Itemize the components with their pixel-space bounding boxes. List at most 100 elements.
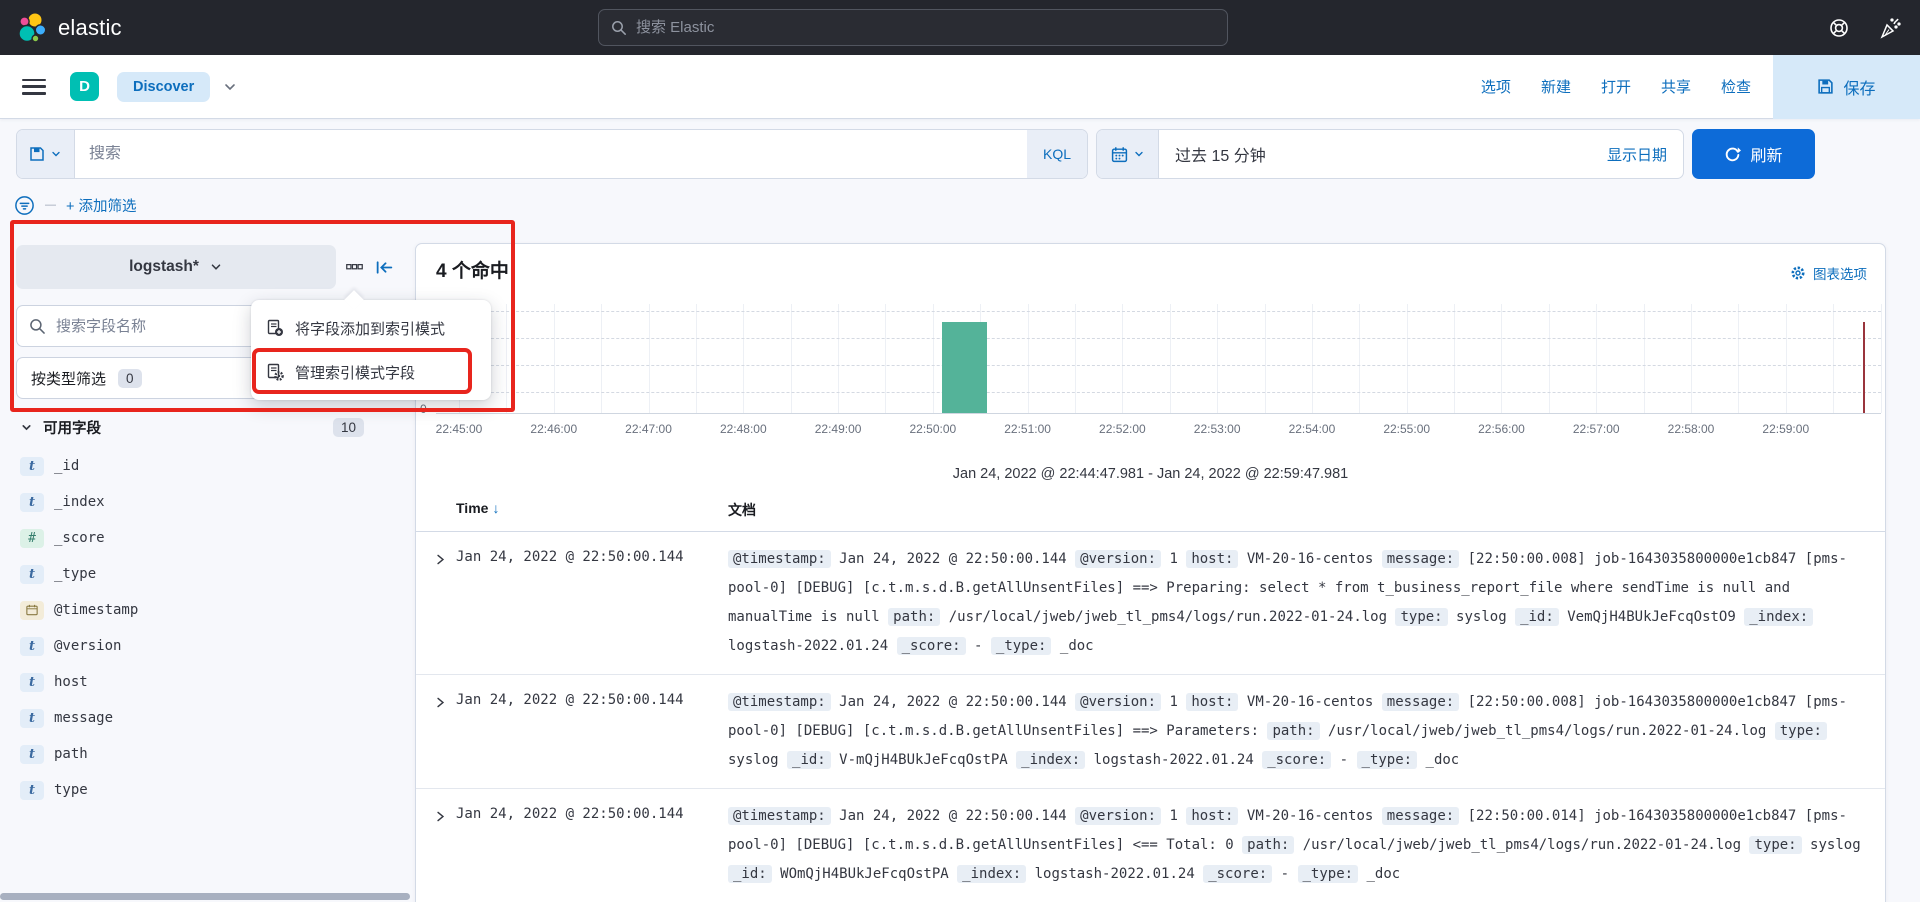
elastic-brand[interactable]: elastic bbox=[0, 11, 122, 44]
global-search-input[interactable] bbox=[636, 19, 1215, 36]
field-name: host bbox=[54, 674, 88, 690]
horizontal-gridline bbox=[436, 365, 1881, 366]
field-item[interactable]: t host bbox=[16, 664, 394, 700]
index-pattern-selector[interactable]: logstash* bbox=[16, 245, 336, 289]
show-dates-button[interactable]: 显示日期 bbox=[1606, 146, 1667, 164]
field-options-icon[interactable] bbox=[346, 263, 363, 271]
row-time: Jan 24, 2022 @ 22:50:00.144 bbox=[456, 806, 684, 822]
vertical-gridline bbox=[1738, 304, 1740, 413]
menu-icon[interactable] bbox=[22, 77, 46, 97]
doc-field-key: _index: bbox=[1016, 751, 1086, 769]
table-header-row: Time ↓ 文档 bbox=[416, 489, 1885, 532]
doc-field-key: @version: bbox=[1075, 693, 1162, 711]
vertical-gridline bbox=[1122, 304, 1124, 413]
field-name: _type bbox=[54, 566, 97, 582]
field-item[interactable]: t message bbox=[16, 700, 394, 736]
time-range-caption: Jan 24, 2022 @ 22:44:47.981 - Jan 24, 20… bbox=[952, 466, 1349, 482]
horizontal-gridline bbox=[436, 311, 1881, 312]
save-label: 保存 bbox=[1843, 80, 1876, 98]
vertical-gridline bbox=[553, 304, 555, 413]
table-row: Jan 24, 2022 @ 22:50:00.144 @timestamp: J… bbox=[416, 532, 1885, 675]
field-type-number-icon: # bbox=[20, 528, 44, 548]
doc-field-key: @version: bbox=[1075, 807, 1162, 825]
refresh-button[interactable]: 刷新 bbox=[1692, 129, 1815, 179]
doc-field-key: path: bbox=[888, 608, 941, 626]
field-item[interactable]: t @version bbox=[16, 628, 394, 664]
field-item[interactable]: t _type bbox=[16, 556, 394, 592]
document-column-header: 文档 bbox=[728, 502, 756, 518]
field-item[interactable]: t _id bbox=[16, 448, 394, 484]
vertical-gridline bbox=[1311, 304, 1313, 413]
breadcrumb[interactable]: Discover bbox=[117, 71, 211, 102]
newsfeed-icon[interactable] bbox=[1878, 16, 1902, 40]
vertical-gridline bbox=[1880, 304, 1882, 413]
field-name: @timestamp bbox=[54, 602, 139, 618]
query-input[interactable] bbox=[89, 145, 1013, 163]
save-button[interactable]: 保存 bbox=[1773, 54, 1920, 119]
vertical-gridline bbox=[601, 304, 603, 413]
help-icon[interactable] bbox=[1828, 17, 1850, 39]
toolbar-link[interactable]: 共享 bbox=[1660, 79, 1691, 96]
toolbar-link[interactable]: 检查 bbox=[1720, 79, 1751, 96]
vertical-gridline bbox=[790, 304, 792, 413]
histogram-bar[interactable] bbox=[941, 322, 987, 413]
documents-table: Time ↓ 文档 Jan 24, 2022 @ 22:50:00.144 @tim… bbox=[416, 489, 1885, 902]
field-name: type bbox=[54, 782, 88, 798]
field-item[interactable]: @timestamp bbox=[16, 592, 394, 628]
expand-row-button[interactable] bbox=[430, 806, 450, 826]
toolbar-link[interactable]: 新建 bbox=[1540, 79, 1571, 96]
doc-field-key: host: bbox=[1186, 693, 1239, 711]
context-menu-item-label: 将字段添加到索引模式 bbox=[295, 320, 446, 338]
add-filter-button[interactable]: + 添加筛选 bbox=[66, 198, 137, 215]
expand-row-button[interactable] bbox=[430, 692, 450, 712]
collapse-sidebar-icon[interactable] bbox=[375, 259, 394, 276]
available-fields-count-badge: 10 bbox=[332, 418, 364, 437]
field-item[interactable]: t path bbox=[16, 736, 394, 772]
field-type-text-icon: t bbox=[20, 456, 44, 476]
horizontal-scrollbar[interactable] bbox=[0, 893, 410, 900]
doc-field-key: host: bbox=[1186, 807, 1239, 825]
toolbar-link[interactable]: 打开 bbox=[1600, 79, 1631, 96]
doc-field-key: type: bbox=[1395, 608, 1448, 626]
query-bar: KQL 过去 15 分钟 显示日期 刷新 bbox=[16, 129, 1815, 179]
expand-row-button[interactable] bbox=[430, 549, 450, 569]
doc-field-key: _score: bbox=[1203, 865, 1273, 883]
space-avatar[interactable]: D bbox=[70, 72, 99, 101]
sort-desc-icon[interactable]: ↓ bbox=[492, 500, 500, 516]
query-language-button[interactable]: KQL bbox=[1026, 130, 1087, 178]
refresh-icon bbox=[1724, 146, 1742, 163]
field-item[interactable]: t _index bbox=[16, 484, 394, 520]
vertical-gridline bbox=[1169, 304, 1171, 413]
x-axis-tick-label: 22:50:00 bbox=[909, 422, 957, 436]
hits-histogram[interactable]: 0 22:45:00 22:46:00 22:47:00 22:48:00 22:49:… bbox=[420, 304, 1882, 436]
x-axis-tick-label: 22:51:00 bbox=[1004, 422, 1051, 436]
chart-options-button[interactable]: 图表选项 bbox=[1790, 263, 1867, 283]
date-picker-button[interactable] bbox=[1097, 130, 1159, 178]
saved-query-menu-button[interactable] bbox=[17, 130, 75, 178]
global-search[interactable] bbox=[598, 9, 1228, 46]
field-type-text-icon: t bbox=[20, 636, 44, 656]
field-name: _index bbox=[54, 494, 105, 510]
filter-icon[interactable] bbox=[14, 195, 35, 216]
toolbar-link[interactable]: 选项 bbox=[1480, 79, 1511, 96]
available-fields-header[interactable]: 可用字段 10 bbox=[16, 417, 394, 438]
vertical-gridline bbox=[1217, 304, 1219, 413]
x-axis-tick-label: 22:45:00 bbox=[435, 422, 483, 436]
context-menu-item[interactable]: 管理索引模式字段 bbox=[251, 350, 491, 394]
row-document: @timestamp: Jan 24, 2022 @ 22:50:00.144 … bbox=[728, 807, 1861, 883]
chevron-down-icon[interactable] bbox=[222, 79, 238, 95]
doc-field-key: path: bbox=[1267, 722, 1320, 740]
horizontal-gridline bbox=[436, 392, 1881, 393]
field-item[interactable]: t type bbox=[16, 772, 394, 808]
field-item[interactable]: # _score bbox=[16, 520, 394, 556]
index-pattern-settings-icon bbox=[266, 363, 284, 381]
toolbar-links: 选项 新建 打开 共享 检查 bbox=[1481, 76, 1773, 97]
time-column-header[interactable]: Time ↓ bbox=[456, 500, 500, 516]
vertical-gridline bbox=[1406, 304, 1408, 413]
x-axis-tick-label: 22:57:00 bbox=[1572, 422, 1620, 436]
x-axis-tick-label: 22:48:00 bbox=[719, 422, 767, 436]
x-axis-tick-label: 22:56:00 bbox=[1478, 422, 1525, 436]
time-range-value[interactable]: 过去 15 分钟 bbox=[1175, 148, 1266, 165]
search-icon bbox=[29, 318, 46, 335]
context-menu-item[interactable]: 将字段添加到索引模式 bbox=[251, 306, 491, 350]
